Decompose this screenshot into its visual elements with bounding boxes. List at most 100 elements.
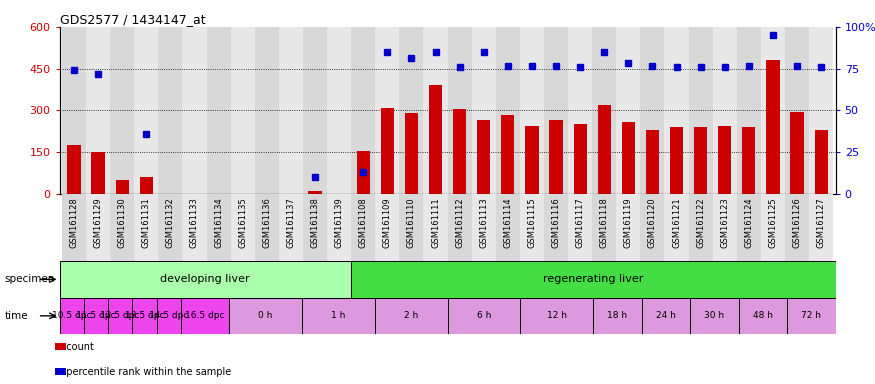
Text: GSM161122: GSM161122 bbox=[696, 197, 705, 248]
Bar bbox=[664, 27, 689, 194]
Bar bbox=[327, 27, 351, 194]
Bar bbox=[86, 194, 110, 261]
Bar bbox=[809, 194, 833, 261]
Bar bbox=[453, 109, 466, 194]
Bar bbox=[761, 27, 785, 194]
Bar bbox=[91, 152, 105, 194]
Text: 13.5 dpc: 13.5 dpc bbox=[124, 311, 164, 320]
Bar bbox=[429, 85, 442, 194]
Text: GSM161113: GSM161113 bbox=[480, 197, 488, 248]
Bar bbox=[713, 194, 737, 261]
Bar bbox=[718, 126, 732, 194]
Bar bbox=[670, 127, 683, 194]
Bar bbox=[525, 126, 538, 194]
Bar bbox=[231, 194, 255, 261]
Bar bbox=[761, 194, 785, 261]
Bar bbox=[641, 298, 690, 334]
Bar bbox=[788, 298, 836, 334]
Bar bbox=[86, 27, 110, 194]
Text: GSM161131: GSM161131 bbox=[142, 197, 150, 248]
Bar bbox=[399, 27, 424, 194]
Bar bbox=[520, 27, 544, 194]
Text: 1 h: 1 h bbox=[332, 311, 346, 320]
Text: GSM161116: GSM161116 bbox=[551, 197, 561, 248]
Text: 14.5 dpc: 14.5 dpc bbox=[149, 311, 188, 320]
Text: GSM161137: GSM161137 bbox=[286, 197, 296, 248]
Bar bbox=[737, 194, 761, 261]
Text: GSM161125: GSM161125 bbox=[768, 197, 778, 248]
Text: 24 h: 24 h bbox=[656, 311, 676, 320]
Text: percentile rank within the sample: percentile rank within the sample bbox=[60, 366, 231, 377]
Bar bbox=[640, 27, 664, 194]
Bar bbox=[690, 298, 738, 334]
Bar bbox=[399, 194, 424, 261]
Bar bbox=[592, 27, 616, 194]
Text: 30 h: 30 h bbox=[704, 311, 724, 320]
Bar bbox=[134, 27, 158, 194]
Bar bbox=[60, 298, 84, 334]
Text: GSM161117: GSM161117 bbox=[576, 197, 584, 248]
Bar bbox=[544, 194, 568, 261]
Bar bbox=[472, 27, 496, 194]
Bar bbox=[689, 194, 713, 261]
Bar bbox=[593, 298, 641, 334]
Bar bbox=[374, 298, 448, 334]
Bar bbox=[302, 298, 374, 334]
Text: GSM161110: GSM161110 bbox=[407, 197, 416, 248]
Bar bbox=[694, 127, 707, 194]
Text: GSM161138: GSM161138 bbox=[311, 197, 319, 248]
Bar bbox=[381, 108, 394, 194]
Bar bbox=[60, 261, 351, 298]
Bar bbox=[568, 27, 592, 194]
Bar bbox=[279, 27, 303, 194]
Text: GSM161139: GSM161139 bbox=[334, 197, 344, 248]
Text: regenerating liver: regenerating liver bbox=[542, 274, 643, 285]
Bar bbox=[351, 27, 375, 194]
Bar bbox=[448, 27, 472, 194]
Bar bbox=[448, 194, 472, 261]
Bar bbox=[689, 27, 713, 194]
Text: count: count bbox=[60, 341, 94, 352]
Bar bbox=[181, 298, 229, 334]
Bar bbox=[598, 105, 611, 194]
Bar bbox=[351, 194, 375, 261]
Text: 18 h: 18 h bbox=[607, 311, 627, 320]
Bar bbox=[790, 112, 804, 194]
Bar bbox=[664, 194, 689, 261]
Text: GSM161109: GSM161109 bbox=[382, 197, 392, 248]
Bar bbox=[496, 27, 520, 194]
Bar bbox=[766, 60, 780, 194]
Text: GSM161132: GSM161132 bbox=[166, 197, 175, 248]
Text: 48 h: 48 h bbox=[752, 311, 773, 320]
Bar bbox=[568, 194, 592, 261]
Text: GSM161130: GSM161130 bbox=[117, 197, 127, 248]
Bar bbox=[255, 194, 279, 261]
Bar bbox=[405, 113, 418, 194]
Bar bbox=[477, 120, 490, 194]
Text: GSM161128: GSM161128 bbox=[69, 197, 79, 248]
Text: 72 h: 72 h bbox=[802, 311, 822, 320]
Bar bbox=[231, 27, 255, 194]
Text: 6 h: 6 h bbox=[477, 311, 491, 320]
Text: developing liver: developing liver bbox=[160, 274, 250, 285]
Bar bbox=[737, 27, 761, 194]
Text: 16.5 dpc: 16.5 dpc bbox=[186, 311, 225, 320]
Text: 12.5 dpc: 12.5 dpc bbox=[101, 311, 140, 320]
Bar bbox=[375, 194, 399, 261]
Bar bbox=[206, 27, 231, 194]
Bar bbox=[742, 127, 755, 194]
Bar bbox=[84, 298, 108, 334]
Text: GSM161111: GSM161111 bbox=[431, 197, 440, 248]
Text: 2 h: 2 h bbox=[404, 311, 418, 320]
Bar bbox=[110, 194, 134, 261]
Bar bbox=[303, 194, 327, 261]
Bar bbox=[157, 298, 181, 334]
Bar bbox=[809, 27, 833, 194]
Bar bbox=[229, 298, 302, 334]
Text: GSM161134: GSM161134 bbox=[214, 197, 223, 248]
Bar bbox=[303, 27, 327, 194]
Text: time: time bbox=[4, 311, 28, 321]
Text: GSM161108: GSM161108 bbox=[359, 197, 368, 248]
Text: 10.5 dpc: 10.5 dpc bbox=[52, 311, 91, 320]
Text: GSM161121: GSM161121 bbox=[672, 197, 681, 248]
